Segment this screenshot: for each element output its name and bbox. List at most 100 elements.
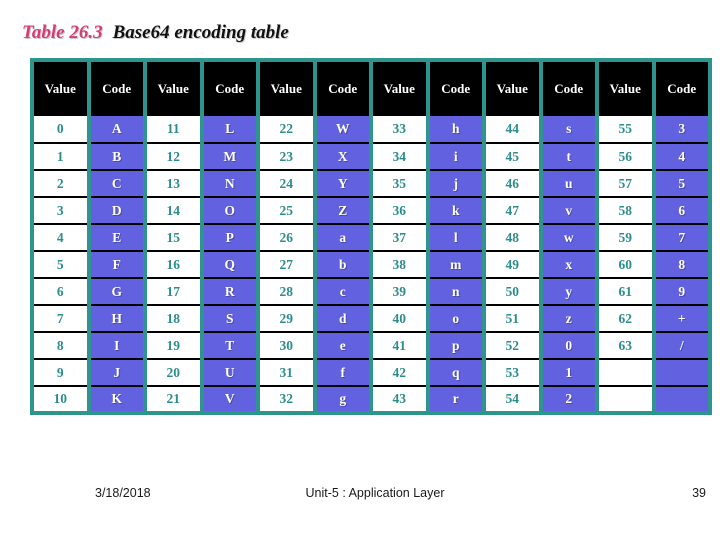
table-cell-value: 44 [482,116,543,144]
table-cell-code: T [199,331,260,360]
table-cell-code: 5 [651,169,712,198]
table-cell-code: C [86,169,147,198]
table-cell-code: f [312,358,373,387]
table-cell-value: 28 [256,277,317,306]
table-title-text: Base64 encoding table [112,22,289,43]
table-cell-code: + [651,304,712,333]
table-cell-value: 58 [595,196,656,225]
table-cell-code [651,358,712,387]
table-cell-value: 14 [143,196,204,225]
table-cell-value: 33 [369,116,430,144]
table-cell-value: 25 [256,196,317,225]
table-cell-value: 45 [482,142,543,171]
table-cell-value: 56 [595,142,656,171]
table-cell-value: 61 [595,277,656,306]
table-cell-value [595,385,656,414]
table-cell-value: 38 [369,250,430,279]
table-cell-value: 34 [369,142,430,171]
table-cell-code: 3 [651,116,712,144]
table-row: 6 G 17 R 28 c 39 n 50 y 61 9 [30,277,712,306]
table-cell-code: c [312,277,373,306]
table-cell-code: e [312,331,373,360]
table-cell-value: 27 [256,250,317,279]
table-cell-code: o [425,304,486,333]
table-cell-value: 24 [256,169,317,198]
table-cell-value: 57 [595,169,656,198]
table-cell-value: 54 [482,385,543,414]
table-cell-code: k [425,196,486,225]
column-header-code: Code [538,60,599,116]
table-cell-value: 59 [595,223,656,252]
table-cell-code: v [538,196,599,225]
table-cell-code [651,385,712,414]
table-cell-code: w [538,223,599,252]
table-cell-code: t [538,142,599,171]
table-cell-code: N [199,169,260,198]
table-cell-value: 43 [369,385,430,414]
table-cell-value: 23 [256,142,317,171]
table-row: 7 H 18 S 29 d 40 o 51 z 62 + [30,304,712,333]
table-cell-value: 50 [482,277,543,306]
column-header-value: Value [595,60,656,116]
table-cell-value: 22 [256,116,317,144]
table-cell-code: Z [312,196,373,225]
column-header-code: Code [651,60,712,116]
table-cell-value: 26 [256,223,317,252]
footer-center-text: Unit-5 : Application Layer [305,486,445,500]
column-header-value: Value [369,60,430,116]
table-cell-value: 9 [30,358,91,387]
table-cell-code: m [425,250,486,279]
page-title: Table 26.3 Base64 encoding table [22,22,289,44]
table-cell-code: y [538,277,599,306]
table-cell-value: 6 [30,277,91,306]
table-cell-value: 18 [143,304,204,333]
table-cell-value: 62 [595,304,656,333]
table-number-label: Table 26.3 [22,22,103,43]
table-cell-value: 51 [482,304,543,333]
table-cell-value: 15 [143,223,204,252]
base64-table-header: Value Code Value Code Value Code Value Code Valu… [30,60,712,116]
table-cell-code: b [312,250,373,279]
table-cell-code: l [425,223,486,252]
table-cell-value: 11 [143,116,204,144]
table-cell-value: 32 [256,385,317,414]
table-cell-code: s [538,116,599,144]
table-cell-code: Q [199,250,260,279]
table-cell-value: 49 [482,250,543,279]
table-cell-value: 40 [369,304,430,333]
table-cell-value: 3 [30,196,91,225]
table-cell-value: 30 [256,331,317,360]
table-cell-value: 46 [482,169,543,198]
table-cell-code: F [86,250,147,279]
table-cell-code: D [86,196,147,225]
table-cell-code: K [86,385,147,414]
table-row: 10 K 21 V 32 g 43 r 54 2 [30,385,712,414]
table-cell-code: X [312,142,373,171]
base64-table: Value Code Value Code Value Code Value Code Valu… [30,58,712,415]
table-cell-value: 29 [256,304,317,333]
table-cell-value: 35 [369,169,430,198]
table-cell-value: 42 [369,358,430,387]
table-cell-code: 4 [651,142,712,171]
table-cell-code: H [86,304,147,333]
table-cell-code: q [425,358,486,387]
column-header-code: Code [425,60,486,116]
table-cell-code: Y [312,169,373,198]
table-cell-code: A [86,116,147,144]
table-cell-code: g [312,385,373,414]
table-row: 0 A 11 L 22 W 33 h 44 s 55 3 [30,116,712,144]
table-cell-value: 10 [30,385,91,414]
table-cell-code: J [86,358,147,387]
table-cell-value: 0 [30,116,91,144]
table-cell-code: h [425,116,486,144]
table-row: 4 E 15 P 26 a 37 l 48 w 59 7 [30,223,712,252]
table-cell-code: M [199,142,260,171]
table-cell-code: / [651,331,712,360]
table-cell-code: r [425,385,486,414]
table-cell-code: n [425,277,486,306]
table-cell-code: 0 [538,331,599,360]
table-cell-code: x [538,250,599,279]
table-cell-code: a [312,223,373,252]
table-cell-code: 9 [651,277,712,306]
table-cell-code: 2 [538,385,599,414]
